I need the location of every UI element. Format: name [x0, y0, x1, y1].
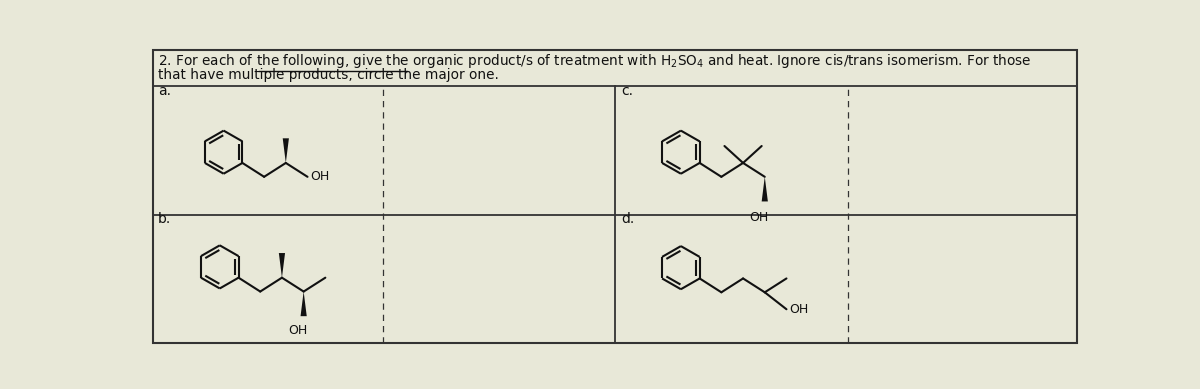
Text: a.: a. — [157, 84, 170, 98]
FancyBboxPatch shape — [154, 50, 1076, 343]
Polygon shape — [762, 177, 768, 202]
Text: OH: OH — [749, 211, 768, 224]
Text: OH: OH — [311, 170, 330, 183]
Polygon shape — [300, 291, 307, 316]
Text: OH: OH — [288, 324, 307, 337]
Text: 2. For each of the following, give the organic product/s of treatment with H$_2$: 2. For each of the following, give the o… — [157, 52, 1031, 70]
Text: OH: OH — [790, 303, 809, 316]
Polygon shape — [283, 138, 289, 163]
Text: d.: d. — [622, 212, 635, 226]
Polygon shape — [278, 253, 286, 278]
Text: c.: c. — [622, 84, 634, 98]
Text: b.: b. — [157, 212, 172, 226]
Text: that have multiple products, circle the major one.: that have multiple products, circle the … — [157, 68, 499, 82]
